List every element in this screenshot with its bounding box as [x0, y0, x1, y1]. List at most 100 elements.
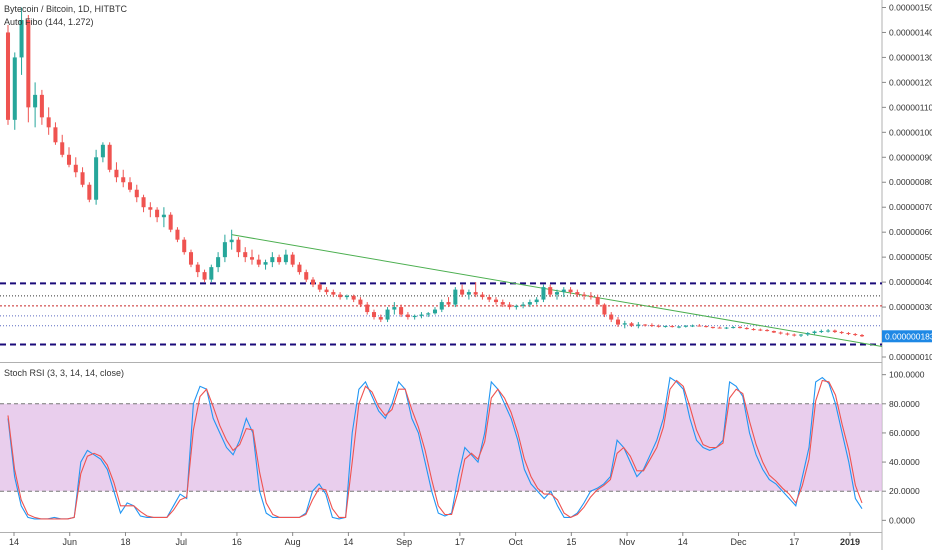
candle-body: [249, 257, 255, 260]
candle-body: [100, 144, 105, 158]
time-tick-label: 14: [343, 537, 353, 547]
time-tick-label: 14: [9, 537, 19, 547]
candle-body: [541, 287, 546, 300]
candle-body: [243, 252, 248, 258]
candle-body: [263, 262, 268, 265]
rsi-tick-label: 60.0000: [889, 428, 920, 438]
price-pane[interactable]: [0, 0, 883, 550]
candle-body: [765, 330, 770, 332]
time-tick-label: Sep: [396, 537, 412, 547]
candle-body: [819, 331, 824, 333]
candle-body: [378, 317, 383, 320]
candle-body: [351, 295, 356, 300]
candle-body: [663, 326, 668, 328]
candle-body: [141, 197, 146, 208]
candle-body: [751, 329, 756, 331]
candle-body: [480, 294, 485, 298]
rsi-tick-label: 20.0000: [889, 486, 920, 496]
candle-body: [405, 314, 410, 318]
candle-body: [853, 334, 858, 336]
candle-body: [622, 323, 627, 325]
candle-body: [473, 292, 478, 295]
time-tick-label: Jun: [62, 537, 77, 547]
candle-body: [731, 327, 736, 329]
rsi-tick-label: 80.0000: [889, 399, 920, 409]
candle-body: [392, 307, 397, 310]
candle-body: [758, 329, 763, 331]
candle-body: [338, 294, 343, 298]
candle-body: [317, 284, 322, 290]
candle-body: [53, 127, 58, 143]
candle-body: [595, 297, 600, 305]
rsi-tick-label: 100.0000: [889, 370, 925, 380]
candle-body: [114, 169, 119, 178]
candle-body: [534, 299, 539, 303]
rsi-tick-label: 0.0000: [889, 515, 915, 525]
candle-body: [466, 292, 471, 295]
candle-body: [609, 314, 614, 320]
candle-body: [439, 302, 444, 310]
time-tick-label: 15: [566, 537, 576, 547]
stoch-rsi-axis: 100.0000 80.0000 60.0000 40.0000 20.0000 0.00…: [882, 370, 925, 525]
time-tick-label: Oct: [509, 537, 524, 547]
time-tick-label: 18: [120, 537, 130, 547]
candle-body: [656, 325, 661, 327]
candle-body: [385, 309, 390, 320]
candle-body: [256, 259, 261, 265]
candle-body: [527, 302, 532, 305]
candle-body: [80, 172, 85, 185]
candle-body: [826, 330, 831, 332]
candle-body: [19, 19, 24, 58]
candle-body: [629, 323, 634, 326]
candle-body: [676, 326, 682, 328]
candle-body: [859, 335, 865, 337]
candle-body: [188, 252, 194, 265]
candle-body: [304, 272, 309, 280]
candle-body: [798, 334, 804, 336]
candle-body: [697, 325, 702, 327]
candle-body: [460, 289, 465, 295]
candle-body: [778, 332, 783, 334]
candle-body: [182, 239, 187, 253]
candle-body: [5, 32, 11, 120]
candle-body: [704, 326, 709, 328]
candle-body: [615, 319, 621, 325]
candle-body: [643, 324, 648, 326]
fibo-indicator-label: Auto Fibo (144, 1.272): [4, 17, 94, 27]
candle-body: [771, 331, 776, 333]
candle-body: [60, 142, 65, 155]
candle-body: [371, 312, 377, 318]
candle-body: [737, 327, 743, 329]
candle-body: [290, 254, 295, 265]
candle-body: [554, 292, 560, 295]
candle-body: [161, 214, 166, 218]
candle-body: [839, 332, 844, 334]
candle-body: [548, 287, 553, 295]
time-tick-label: Dec: [731, 537, 748, 547]
candle-body: [134, 189, 139, 198]
candle-body: [358, 299, 363, 305]
candle-body: [344, 295, 349, 298]
stoch-rsi-pane[interactable]: [0, 376, 882, 533]
candle-body: [148, 207, 153, 210]
candle-body: [521, 304, 526, 306]
candle-body: [121, 177, 126, 183]
candle-body: [487, 297, 492, 300]
last-price-tag: [882, 330, 932, 343]
candle-body: [724, 327, 729, 329]
candle-body: [155, 209, 160, 218]
time-tick-label: 2019: [840, 537, 860, 547]
candle-body: [195, 264, 200, 273]
time-tick-label: Nov: [619, 537, 636, 547]
candle-body: [324, 289, 329, 293]
time-tick-label: 14: [678, 537, 688, 547]
candle-body: [222, 242, 227, 258]
